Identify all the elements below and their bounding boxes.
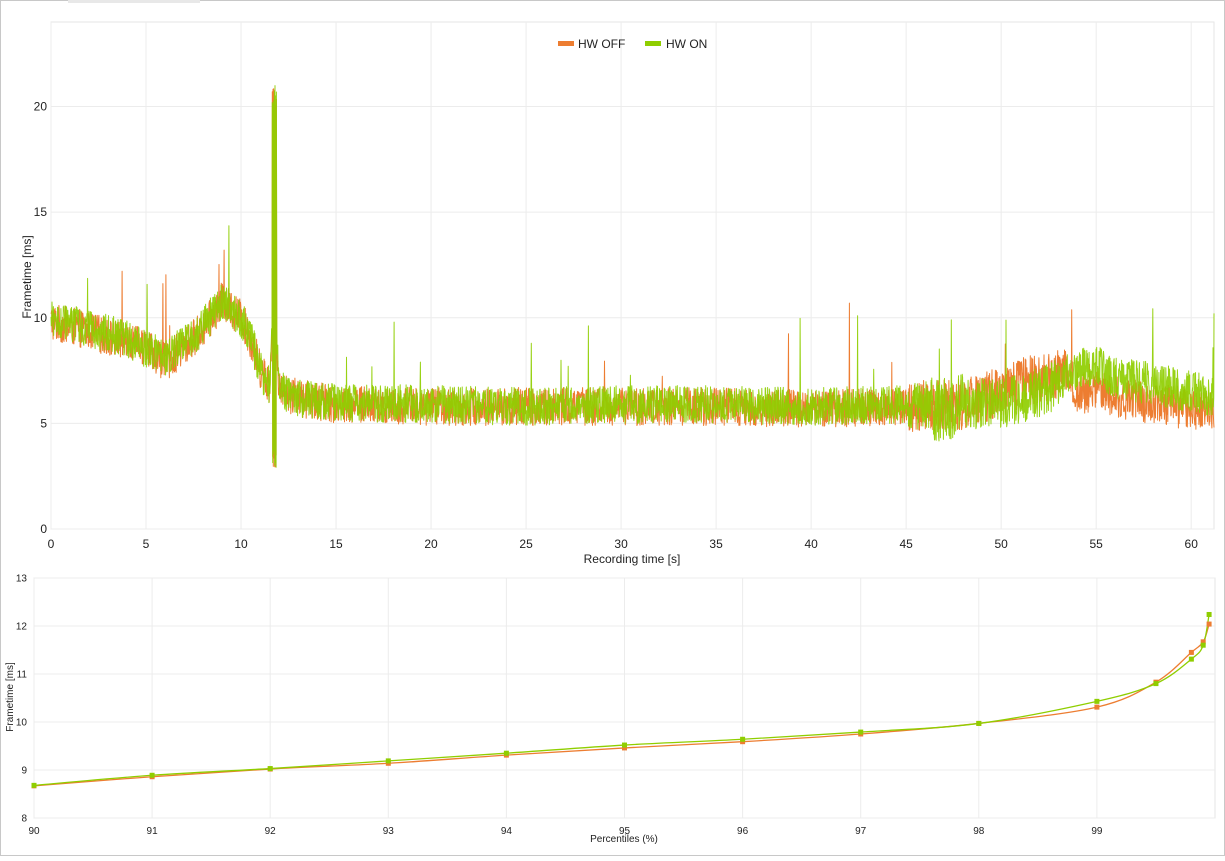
x-tick-label: 60 xyxy=(1185,537,1199,551)
x-tick-label: 20 xyxy=(424,537,438,551)
marker-hw-on xyxy=(976,720,982,726)
x-tick-label: 0 xyxy=(48,537,55,551)
x-tick-labels: 0 5 10 15 20 25 30 35 40 45 50 55 60 xyxy=(48,537,1199,551)
marker-hw-on xyxy=(31,782,37,788)
y-tick-labels: 0 5 10 15 20 xyxy=(34,100,48,537)
marker-hw-on xyxy=(740,736,746,742)
marker-hw-off xyxy=(622,745,627,751)
x-tick-label: 10 xyxy=(234,537,248,551)
series-markers xyxy=(31,611,1212,789)
legend-label-hw-on: HW ON xyxy=(666,37,707,51)
x-tick-label: 35 xyxy=(709,537,723,551)
x-tick-label: 93 xyxy=(383,826,395,837)
x-tick-label: 55 xyxy=(1090,537,1104,551)
x-axis-label: Percentiles (%) xyxy=(590,834,658,845)
frametime-chart-panel: 0 5 10 15 20 25 30 35 40 45 50 55 60 0 5 10 15 20 Record… xyxy=(20,21,1215,566)
tab-strip-edge xyxy=(68,0,200,3)
x-tick-label: 25 xyxy=(519,537,533,551)
y-tick-labels: 8 9 10 11 12 13 xyxy=(16,574,28,825)
y-tick-label: 15 xyxy=(34,205,48,219)
legend-swatch-hw-on xyxy=(645,41,661,46)
legend: HW OFF HW ON xyxy=(558,37,707,51)
x-tick-label: 99 xyxy=(1091,826,1103,837)
marker-hw-on xyxy=(1200,642,1206,648)
marker-hw-on xyxy=(1153,681,1159,687)
x-tick-label: 5 xyxy=(143,537,150,551)
percentile-chart-panel: 90 91 92 93 94 95 96 97 98 99 8 9 10 11 12 13 Percenti… xyxy=(0,572,1225,856)
gridlines xyxy=(33,577,1215,819)
x-tick-label: 45 xyxy=(899,537,913,551)
y-tick-label: 10 xyxy=(34,311,48,325)
marker-hw-on xyxy=(1094,698,1100,704)
y-tick-label: 11 xyxy=(17,670,28,681)
series-line-hw-on xyxy=(50,85,1215,468)
series-lines xyxy=(50,85,1215,468)
legend-swatch-hw-off xyxy=(558,41,574,46)
x-axis-label: Recording time [s] xyxy=(584,552,681,566)
x-tick-label: 50 xyxy=(994,537,1008,551)
marker-hw-on xyxy=(622,742,627,748)
y-tick-label: 5 xyxy=(40,416,47,430)
marker-hw-on xyxy=(385,758,391,764)
marker-hw-off xyxy=(1206,621,1212,627)
y-axis-label: Frametime [ms] xyxy=(20,235,34,318)
marker-hw-on xyxy=(1206,611,1212,617)
x-tick-label: 15 xyxy=(329,537,343,551)
x-tick-label: 98 xyxy=(973,826,985,837)
percentile-chart: 90 91 92 93 94 95 96 97 98 99 8 9 10 11 12 13 Percenti… xyxy=(5,574,1216,845)
x-tick-label: 94 xyxy=(501,826,513,837)
y-tick-label: 8 xyxy=(21,814,27,825)
x-tick-label: 96 xyxy=(737,826,749,837)
y-axis-label: Frametime [ms] xyxy=(5,662,16,732)
marker-hw-on xyxy=(149,772,155,778)
x-tick-label: 92 xyxy=(265,826,277,837)
marker-hw-off xyxy=(1094,704,1100,710)
gridlines xyxy=(50,22,1214,530)
y-tick-label: 10 xyxy=(16,718,28,729)
x-tick-label: 91 xyxy=(147,826,159,837)
marker-hw-on xyxy=(858,729,864,735)
x-tick-label: 30 xyxy=(614,537,628,551)
x-tick-labels: 90 91 92 93 94 95 96 97 98 99 xyxy=(28,826,1102,837)
marker-hw-off xyxy=(1200,639,1206,645)
x-tick-label: 95 xyxy=(619,826,631,837)
legend-label-hw-off: HW OFF xyxy=(578,37,625,51)
marker-hw-on xyxy=(503,750,509,756)
y-tick-label: 0 xyxy=(40,522,47,536)
x-tick-label: 40 xyxy=(804,537,818,551)
plot-area xyxy=(50,21,1215,530)
marker-hw-on xyxy=(267,766,273,772)
x-tick-label: 90 xyxy=(28,826,40,837)
marker-hw-off xyxy=(1188,649,1194,655)
frametime-chart: 0 5 10 15 20 25 30 35 40 45 50 55 60 0 5 10 15 20 Record… xyxy=(20,21,1215,566)
y-tick-label: 12 xyxy=(16,622,28,633)
y-tick-label: 9 xyxy=(21,766,27,777)
y-tick-label: 13 xyxy=(16,574,28,585)
y-tick-label: 20 xyxy=(34,100,48,114)
x-tick-label: 97 xyxy=(855,826,867,837)
marker-hw-on xyxy=(1188,656,1194,662)
